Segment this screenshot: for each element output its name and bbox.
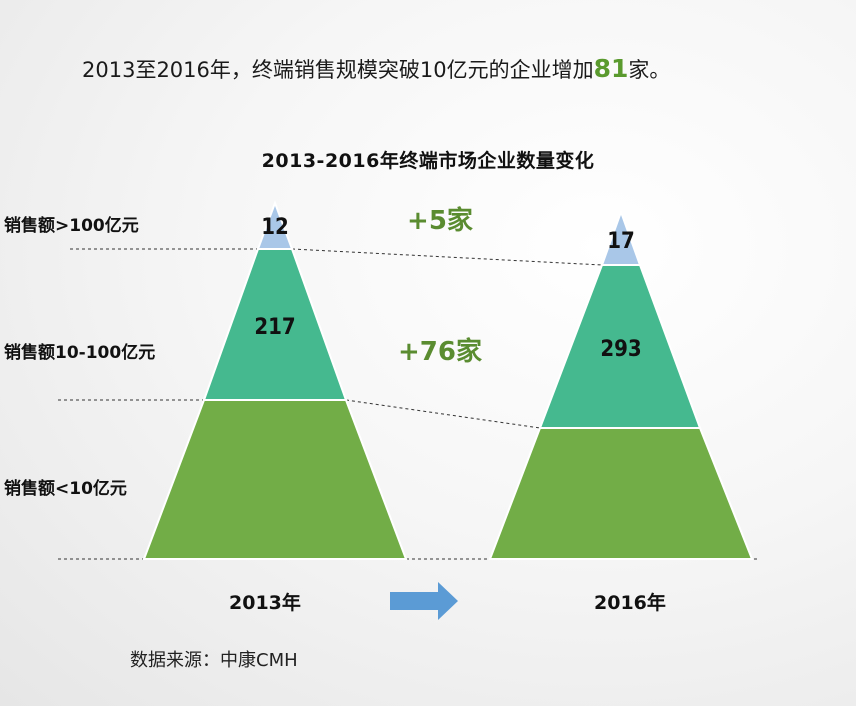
guide-line-top-connector: [291, 248, 603, 266]
value-2013-middle: 217: [254, 315, 295, 340]
pyramid-2013-top: [256, 200, 294, 250]
value-2016-middle: 293: [600, 337, 641, 362]
tier-label-top: 销售额>100亿元: [4, 216, 139, 236]
year-label-2013: 2013年: [229, 592, 301, 614]
value-2013-top: 12: [261, 215, 289, 240]
chart-title: 2013-2016年终端市场企业数量变化: [261, 150, 595, 172]
headline: 2013至2016年，终端销售规模突破10亿元的企业增加81家。: [82, 54, 670, 84]
data-source: 数据来源：中康CMH: [130, 650, 298, 671]
arrow-right-icon: [390, 582, 458, 620]
pyramid-2013-bottom: [142, 399, 408, 560]
tier-label-bottom: 销售额<10亿元: [4, 479, 127, 499]
year-label-2016: 2016年: [594, 592, 666, 614]
pyramid-2016-top: [600, 209, 642, 266]
pyramid-2016-bottom: [488, 427, 754, 560]
delta-middle: +76家: [398, 336, 482, 367]
guide-line-middle-connector: [345, 399, 541, 429]
delta-top: +5家: [407, 205, 473, 236]
value-2016-top: 17: [607, 229, 635, 254]
tier-label-middle: 销售额10-100亿元: [4, 343, 156, 363]
headline-prefix: 2013至2016年，终端销售规模突破10亿元的企业增加: [82, 58, 594, 82]
headline-number: 81: [593, 54, 629, 83]
headline-suffix: 家。: [628, 58, 671, 82]
